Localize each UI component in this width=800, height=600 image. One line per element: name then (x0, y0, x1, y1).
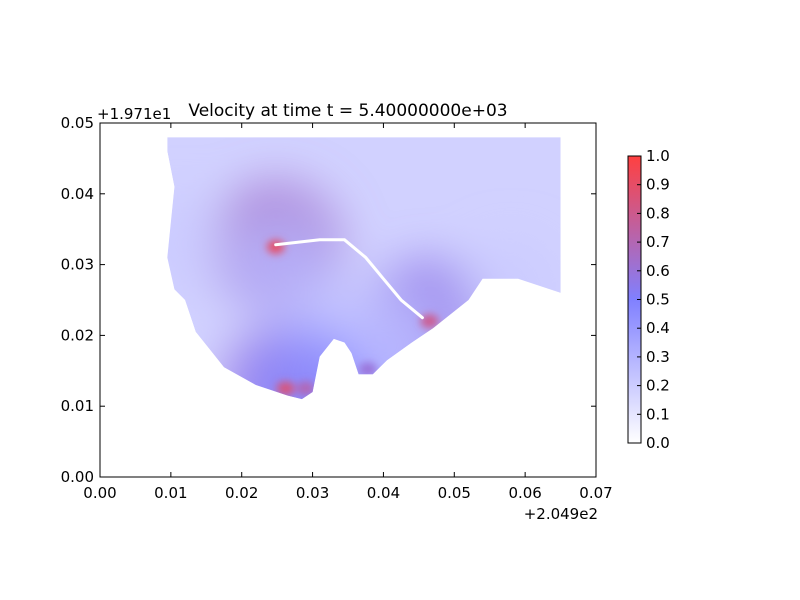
y-offset-label: +1.971e1 (97, 105, 171, 123)
y-tick-label: 0.01 (61, 397, 94, 415)
colorbar-tick-label: 0.0 (646, 434, 670, 452)
x-tick-label: 0.01 (154, 484, 187, 502)
velocity-hotspot-1 (276, 381, 295, 396)
colorbar-tick-label: 0.3 (646, 348, 670, 366)
velocity-hotspot-2 (420, 314, 439, 329)
velocity-streak-line (274, 238, 424, 320)
velocity-glow-9 (167, 194, 231, 293)
chart-title: Velocity at time t = 5.40000000e+03 (188, 101, 507, 121)
colorbar: 0.0 0.1 0.2 0.3 0.4 0.5 0.6 0.7 0.8 0.9 1.0 (627, 147, 670, 452)
y-tick-label: 0.03 (61, 256, 94, 274)
x-tick-label: 0.07 (579, 484, 612, 502)
x-tick-label: 0.00 (83, 484, 116, 502)
velocity-field (167, 137, 561, 400)
velocity-glow-6 (461, 236, 560, 335)
colorbar-tick-label: 0.8 (646, 204, 670, 222)
y-tick-label: 0.02 (61, 326, 94, 344)
colorbar-tick-label: 0.1 (646, 405, 670, 423)
colorbar-ticks: 0.0 0.1 0.2 0.3 0.4 0.5 0.6 0.7 0.8 0.9 1.0 (637, 147, 670, 452)
colorbar-tick-label: 0.6 (646, 262, 670, 280)
velocity-hotspot-3 (358, 362, 377, 377)
plot-area: 0.00 0.01 0.02 0.03 0.04 0.05 0.06 0.07 0.000.0… (61, 114, 613, 502)
colorbar-tick-label: 0.7 (646, 233, 670, 251)
colorbar-tick-label: 0.9 (646, 176, 670, 194)
colorbar-tick-label: 0.4 (646, 319, 670, 337)
y-tick-label: 0.00 (61, 468, 94, 486)
x-tick-label: 0.06 (508, 484, 541, 502)
axes-frame (99, 122, 597, 478)
colorbar-tick-label: 1.0 (646, 147, 670, 165)
y-axis-ticks: 0.00 0.01 0.02 0.03 0.04 0.05 (61, 114, 596, 486)
velocity-hotspot-8 (296, 381, 315, 396)
x-tick-label: 0.05 (438, 484, 471, 502)
velocity-glow-7 (340, 295, 442, 397)
colorbar-tick-label: 0.5 (646, 291, 670, 309)
x-offset-label: +2.049e2 (524, 505, 598, 523)
velocity-hotspot-layer (266, 239, 439, 396)
y-tick-label: 0.05 (61, 114, 94, 132)
velocity-hotspot-0 (266, 239, 285, 254)
y-tick-label: 0.04 (61, 185, 94, 203)
x-tick-label: 0.04 (367, 484, 400, 502)
colorbar-tick-label: 0.2 (646, 377, 670, 395)
x-tick-label: 0.03 (296, 484, 329, 502)
x-tick-label: 0.02 (225, 484, 258, 502)
x-axis-ticks: 0.00 0.01 0.02 0.03 0.04 0.05 0.06 0.07 (83, 123, 613, 502)
